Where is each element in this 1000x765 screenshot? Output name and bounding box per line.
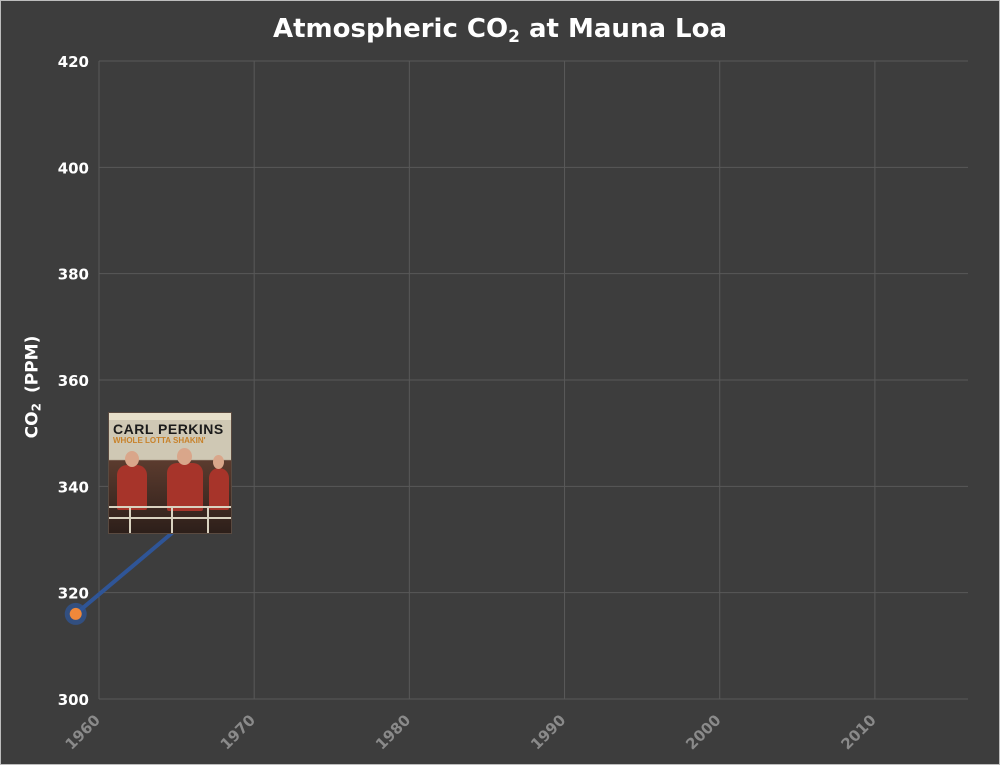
title-main: Atmospheric CO <box>272 14 509 44</box>
y-tick-label: 360 <box>58 372 89 390</box>
x-tick-label: 1960 <box>62 711 104 753</box>
y-tick-label: 420 <box>58 53 89 71</box>
album-cover-callout: CARL PERKINS WHOLE LOTTA SHAKIN' <box>109 413 231 533</box>
y-tick-label: 380 <box>58 266 89 284</box>
cover-top-strip <box>109 413 231 420</box>
callout-leader-line <box>73 531 174 616</box>
cover-figure-right <box>209 468 229 510</box>
cover-figure-center <box>167 463 203 511</box>
album-artist-text: CARL PERKINS <box>113 421 224 437</box>
chart-title: Atmospheric CO2 at Mauna Loa <box>0 14 1000 47</box>
cover-post <box>207 508 209 533</box>
title-rest: at Mauna Loa <box>519 14 728 44</box>
cover-post <box>171 508 173 533</box>
y-tick-label: 300 <box>58 691 89 709</box>
cover-rail-top <box>109 506 231 508</box>
cover-head-center <box>177 448 192 465</box>
x-tick-label: 1990 <box>527 711 569 753</box>
y-tick-label: 320 <box>58 585 89 603</box>
album-title-text: WHOLE LOTTA SHAKIN' <box>113 436 206 445</box>
cover-figure-left <box>117 465 147 510</box>
x-tick-label: 1980 <box>372 711 414 753</box>
cover-head-left <box>125 451 139 467</box>
cover-post <box>129 508 131 533</box>
data-point <box>69 607 82 620</box>
cover-rail-bottom <box>109 517 231 519</box>
x-tick-label: 2000 <box>682 711 724 753</box>
title-subscript: 2 <box>508 27 520 47</box>
x-tick-label: 1970 <box>217 711 259 753</box>
y-tick-label: 400 <box>58 159 89 177</box>
x-tick-label: 2010 <box>837 711 879 753</box>
y-tick-label: 340 <box>58 478 89 496</box>
cover-head-right <box>213 455 224 469</box>
